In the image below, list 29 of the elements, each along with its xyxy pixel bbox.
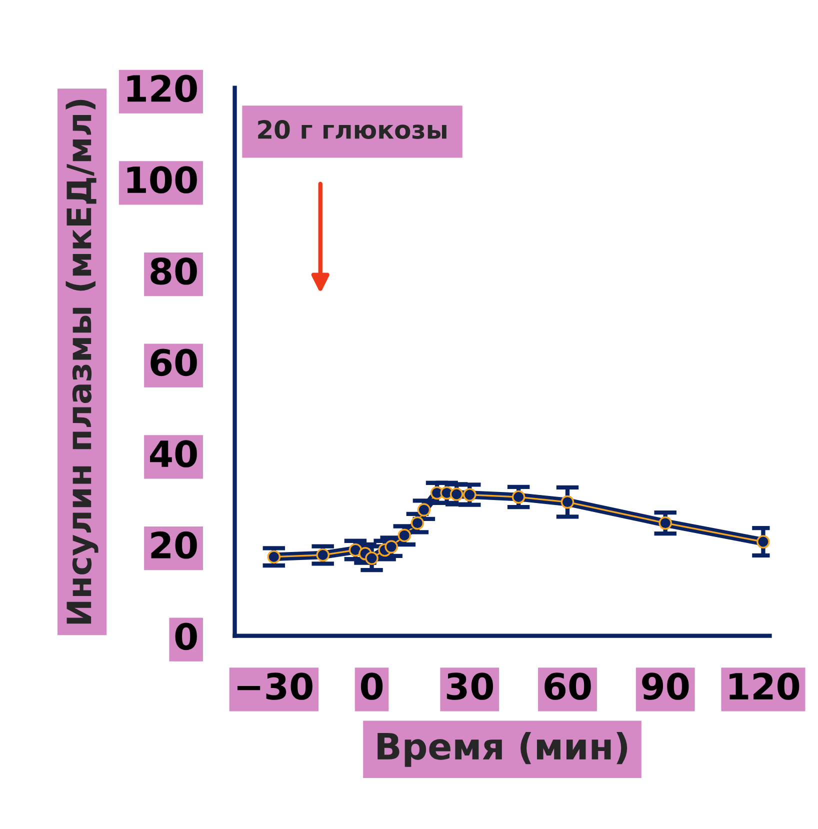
- y-tick-label: 60: [150, 348, 197, 376]
- y-tick-label: 20: [151, 531, 197, 559]
- point: [316, 548, 330, 562]
- point: [756, 535, 770, 548]
- y-tick-label: 120: [127, 74, 197, 102]
- point: [450, 488, 464, 501]
- point: [462, 488, 476, 502]
- y-tick-label: 0: [175, 622, 197, 650]
- point: [512, 490, 526, 504]
- x-tick-label: 60: [544, 672, 591, 700]
- annotation: 20 г глюкозы: [258, 120, 446, 139]
- x-tick-label: 120: [730, 672, 800, 700]
- x-tick-label: 30: [446, 672, 494, 700]
- point: [417, 503, 431, 516]
- y-tick-label: 40: [150, 440, 197, 468]
- y-tick-label: 100: [127, 166, 197, 194]
- point: [398, 528, 412, 542]
- point: [267, 550, 281, 564]
- x-tick-label: −30: [237, 672, 312, 700]
- point: [410, 516, 424, 530]
- x-tick-label: 90: [642, 672, 689, 700]
- point: [365, 552, 378, 565]
- x-axis-title: Время (мин): [378, 732, 628, 767]
- x-tick-label: 0: [360, 672, 383, 700]
- point: [560, 495, 574, 509]
- y-axis-title: Инсулин плазмы (мкЕД/мл): [66, 100, 98, 624]
- y-tick-label: 80: [150, 257, 197, 285]
- point: [384, 540, 398, 554]
- point: [658, 516, 672, 530]
